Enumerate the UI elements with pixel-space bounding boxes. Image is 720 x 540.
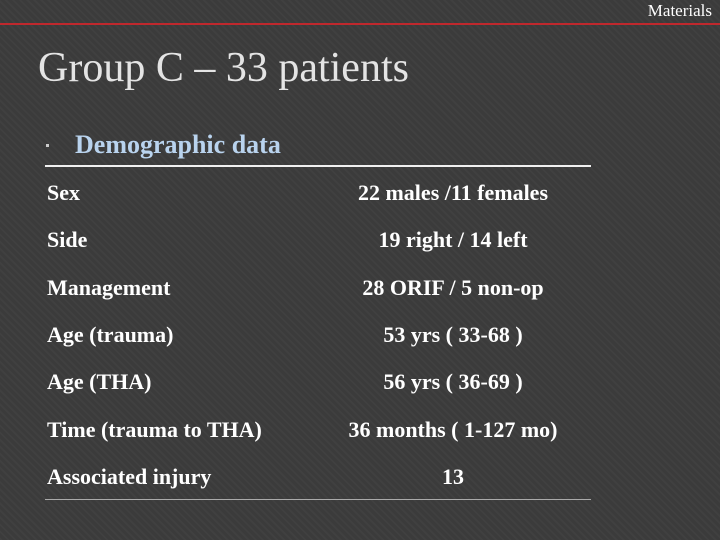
table-row: Management 28 ORIF / 5 non-op — [0, 275, 720, 305]
table-row: Associated injury 13 — [0, 464, 720, 494]
row-label: Age (THA) — [47, 369, 152, 395]
table-row: Side 19 right / 14 left — [0, 227, 720, 257]
row-label: Management — [47, 274, 171, 300]
table-row: Time (trauma to THA) 36 months ( 1-127 mo… — [0, 417, 720, 447]
row-value: 53 yrs ( 33-68 ) — [383, 321, 523, 347]
row-label: Age (trauma) — [47, 321, 174, 347]
table-bottom-rule — [45, 499, 591, 500]
section-label: Materials — [647, 1, 712, 20]
table-row: Age (trauma) 53 yrs ( 33-68 ) — [0, 322, 720, 352]
bullet-marker — [46, 144, 49, 147]
row-label: Time (trauma to THA) — [47, 416, 262, 442]
bullet-text: Demographic data — [75, 130, 281, 159]
table-top-rule — [45, 165, 591, 167]
row-label: Side — [47, 227, 88, 253]
row-label: Sex — [47, 180, 80, 205]
row-value: 36 months ( 1-127 mo) — [348, 416, 558, 442]
header-rule — [0, 23, 720, 25]
row-value: 56 yrs ( 36-69 ) — [383, 369, 523, 395]
table-row: Sex 22 males /11 females — [0, 180, 720, 210]
row-value: 28 ORIF / 5 non-op — [362, 274, 544, 300]
row-value: 13 — [442, 463, 464, 489]
row-value: 22 males /11 females — [357, 180, 549, 205]
row-label: Associated injury — [47, 463, 212, 489]
slide-title: Group C – 33 patients — [38, 45, 409, 91]
row-value: 19 right / 14 left — [378, 227, 528, 253]
table-row: Age (THA) 56 yrs ( 36-69 ) — [0, 369, 720, 399]
